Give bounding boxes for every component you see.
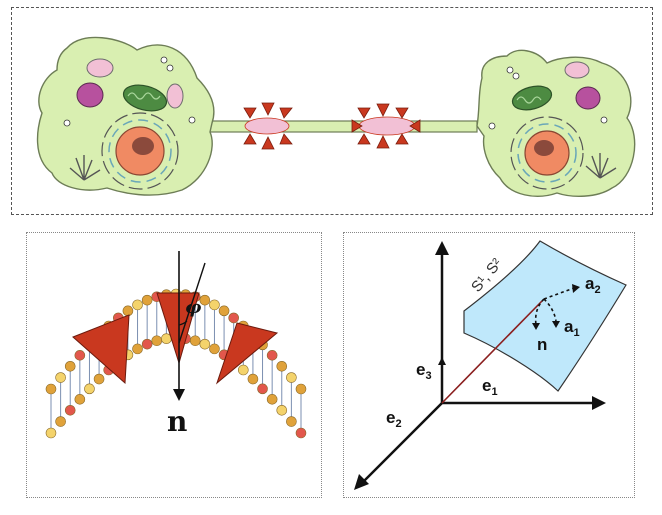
vesicle-icon [575,86,601,110]
lipid-head [276,360,288,372]
lipid-head [64,360,76,372]
vesicle-icon [76,82,104,108]
a1-label: a1 [564,317,580,339]
cell-tether-illustration [36,36,636,197]
nucleus-icon [510,116,584,190]
e3-label: e3 [416,360,432,382]
mitochondrion-icon [511,85,553,111]
inclusion-cluster-left [243,102,293,150]
cone-inclusion-center [156,292,200,365]
lipid-head [55,416,66,427]
vesicle-icon [86,58,114,78]
lipid-head [266,350,278,361]
cell-tether-panel [11,7,653,215]
e1-label: e1 [482,376,498,398]
axis-arrow-icon [592,396,606,410]
right-cell [476,49,636,197]
lipid-head [55,372,66,383]
inclusion-cluster-right [351,103,421,149]
lipid-head [74,394,86,405]
lipid-head [141,338,153,350]
membrane-surface [463,240,627,392]
vesicle-icon [166,83,184,109]
lipid-head [189,335,201,347]
nucleus-icon [101,112,179,190]
lipid-head [257,383,268,395]
lipid-head [93,373,105,385]
normal-label: n [167,405,187,438]
granule-icon [488,66,608,130]
lipid-head [132,343,143,355]
a1-vector [543,298,557,322]
e2-label: e2 [386,408,402,430]
lipid-head [45,383,57,395]
lipid-head [276,404,288,416]
normal-arrow-icon [173,389,185,401]
a2-vector [543,287,575,300]
lipid-head [209,343,220,355]
lipid-head [199,338,211,350]
position-vector [441,300,543,404]
lipid-head [64,404,76,416]
cytoskeleton-icon [69,155,101,181]
mitochondrion-icon [122,84,168,112]
granule-icon [63,56,196,127]
membrane-tether [196,120,478,133]
tangent-vector-icon [552,321,560,328]
lipid-head [132,299,143,311]
angle-label: φ [185,297,202,318]
axis-arrow-icon [435,241,449,255]
n-vector [534,298,545,326]
angle-arc [178,320,188,326]
lipid-head [122,305,134,317]
lipid-head [266,394,278,405]
lipid-head [228,312,239,324]
bilayer-panel: φ n [26,232,322,498]
lipid-head [218,305,230,317]
e2-unit-vector [415,402,443,430]
bilayer-illustration: φ n [45,251,307,439]
lipid-head [247,373,259,385]
lipid-head [295,383,307,395]
lipid-head [74,350,86,361]
lipid-head [295,427,307,439]
tangent-vector-icon [532,323,540,330]
left-cell [36,36,215,196]
lipid-head [84,383,95,395]
lipid-head [286,416,297,427]
cell-body [476,49,636,197]
tangent-vector-icon [572,284,580,293]
lipid-head [238,364,249,376]
cone-inclusion-left [72,314,130,385]
axis-arrow-icon [438,357,446,365]
geometry-panel: S¹, S² a2 a1 n e3 e1 e2 [343,232,635,498]
lipid-head [151,335,163,347]
vesicle-icon [564,61,590,79]
lipid-head [45,427,57,439]
lipid-head [199,294,211,306]
n-label: n [537,335,547,354]
cone-inclusion-right [215,322,279,385]
cone-axis-line [178,262,206,344]
surface-frame-illustration: S¹, S² a2 a1 n e3 e1 e2 [354,240,627,490]
axis-arrow-icon [354,474,369,490]
lipid-head [141,294,153,306]
a2-label: a2 [585,274,601,296]
cytoskeleton-icon [585,153,617,179]
lipid-head [286,372,297,383]
lipid-head [209,299,220,311]
